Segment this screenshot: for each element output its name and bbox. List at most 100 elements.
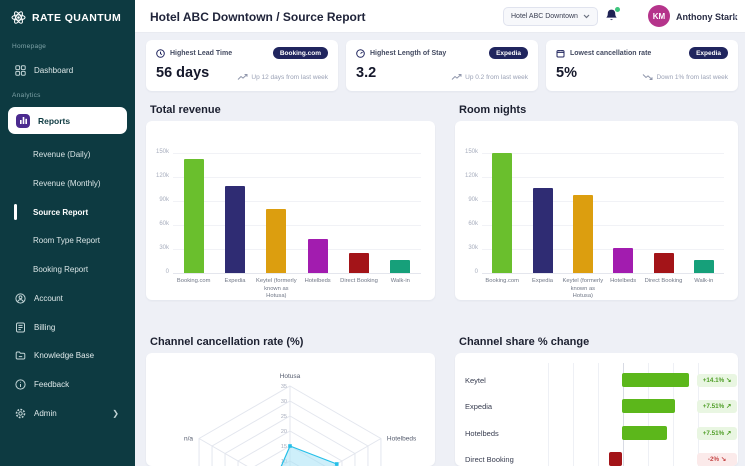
- change-badge: -2% ↘: [697, 452, 737, 466]
- sidebar-item-billing[interactable]: Billing: [0, 317, 135, 337]
- bar-direct-booking: [653, 253, 674, 273]
- kpi-channel-badge: Expedia: [489, 47, 528, 59]
- info-icon: [14, 378, 26, 390]
- sidebar-item-label: Dashboard: [34, 65, 74, 75]
- user-name[interactable]: Anthony Stark: [676, 12, 738, 22]
- x-axis-category-label: Booking.com: [485, 278, 519, 284]
- bar-chart-icon: [16, 113, 30, 128]
- sidebar-subitem-label: Source Report: [33, 207, 89, 217]
- radar-axis-label: Hotelbeds: [387, 436, 417, 443]
- sidebar-item-admin[interactable]: Admin ❯: [0, 403, 135, 423]
- sidebar-item-revenue-daily[interactable]: Revenue (Daily): [0, 145, 135, 163]
- chevron-right-icon: ❯: [112, 408, 119, 418]
- sidebar-item-account[interactable]: Account: [0, 288, 135, 308]
- radar-data-marker: [334, 462, 339, 466]
- user-menu-caret-icon[interactable]: ▾: [733, 13, 738, 22]
- gridline-vertical: [598, 363, 599, 466]
- sidebar-item-source-report[interactable]: Source Report: [0, 203, 135, 221]
- sidebar-subitem-label: Revenue (Daily): [33, 149, 91, 159]
- x-axis-category-label: Hotelbeds: [610, 278, 637, 284]
- clock-icon: [156, 48, 165, 58]
- x-axis-category-label: Direct Booking: [644, 278, 683, 284]
- gridline: [482, 177, 724, 178]
- user-avatar[interactable]: KM: [648, 5, 670, 27]
- x-axis-category-label: Expedia: [224, 278, 246, 284]
- hbar-category-label: Direct Booking: [465, 455, 514, 464]
- sidebar-item-knowledge-base[interactable]: Knowledge Base: [0, 345, 135, 365]
- kpi-value: 5%: [556, 65, 577, 81]
- kpi-trend: Up 12 days from last week: [237, 73, 328, 81]
- y-axis-tick-label: 90k: [159, 197, 169, 203]
- trend-up-icon: [238, 74, 248, 80]
- gridline: [482, 225, 724, 226]
- bar-booking-com: [492, 153, 513, 273]
- sidebar-item-label: Admin: [34, 408, 57, 418]
- hotel-selector-value: Hotel ABC Downtown: [511, 13, 578, 20]
- sidebar-item-dashboard[interactable]: Dashboard: [0, 60, 135, 80]
- section-label-analytics: Analytics: [12, 92, 41, 99]
- hbar-category-label: Keytel: [465, 376, 486, 385]
- y-axis-tick-label: 150k: [155, 149, 169, 155]
- x-axis-category-label: Keytel (formerly known as Hotusa): [256, 278, 297, 300]
- sidebar-item-reports[interactable]: Reports: [8, 107, 127, 134]
- kpi-channel-badge: Booking.com: [272, 47, 328, 59]
- chart-title-total-revenue: Total revenue: [150, 104, 221, 116]
- x-axis-category-label: Direct Booking: [340, 278, 378, 284]
- kpi-trend: Up 0.2 from last week: [451, 73, 528, 81]
- app-logo: RATE QUANTUM: [11, 10, 121, 25]
- sidebar-subitem-label: Room Type Report: [33, 235, 100, 245]
- bar-hotelbeds: [307, 238, 328, 273]
- sidebar-item-feedback[interactable]: Feedback: [0, 374, 135, 394]
- y-axis-tick-label: 0: [474, 269, 478, 275]
- x-axis-category-label: Expedia: [532, 278, 553, 284]
- gridline: [173, 153, 421, 154]
- kpi-channel-badge: Expedia: [689, 47, 728, 59]
- hbar-direct-booking: [608, 452, 622, 466]
- svg-text:20: 20: [281, 429, 287, 435]
- kpi-value: 3.2: [356, 65, 377, 81]
- x-axis-category-label: Walk-in: [694, 278, 714, 284]
- sidebar-item-room-type-report[interactable]: Room Type Report: [0, 231, 135, 249]
- kpi-label: Highest Lead Time: [170, 49, 233, 57]
- gridline: [173, 249, 421, 250]
- bar-direct-booking: [349, 253, 369, 273]
- y-axis-tick-label: 90k: [468, 197, 478, 203]
- radar-axis-label: n/a: [184, 436, 193, 443]
- grid-icon: [14, 64, 26, 76]
- chart-title-room-nights: Room nights: [459, 104, 527, 116]
- change-badge: +7.51% ↗: [697, 426, 737, 440]
- sidebar-item-label: Account: [34, 293, 63, 303]
- gridline-vertical: [673, 363, 674, 466]
- gridline: [482, 249, 724, 250]
- chevron-down-icon: [583, 14, 590, 19]
- gridline-vertical: [573, 363, 574, 466]
- cancellation-radar-chart: 35302520151050HotusaHotelbedsn/a: [146, 353, 435, 466]
- notification-bell-icon[interactable]: [605, 7, 620, 24]
- x-axis-category-label: Booking.com: [176, 278, 211, 284]
- hotel-selector-dropdown[interactable]: Hotel ABC Downtown: [503, 7, 598, 26]
- kpi-card-cancellation-rate: Lowest cancellation rate Expedia 5% Down…: [546, 40, 738, 91]
- kpi-card-length-of-stay: Highest Length of Stay Expedia 3.2 Up 0.…: [346, 40, 538, 91]
- bar-expedia: [532, 188, 553, 273]
- chart-title-cancellation-rate: Channel cancellation rate (%): [150, 336, 304, 348]
- change-badge: +7.51% ↗: [697, 399, 737, 413]
- hbar-keytel: [622, 373, 689, 387]
- kpi-label: Lowest cancellation rate: [570, 49, 652, 57]
- bar-booking-com: [183, 159, 204, 273]
- billing-icon: [14, 321, 26, 333]
- hbar-expedia: [622, 399, 676, 413]
- y-axis-tick-label: 30k: [159, 245, 169, 251]
- bar-walk-in: [390, 260, 411, 273]
- bar-expedia: [225, 185, 245, 273]
- x-axis-category-label: Keytel (formerly known as Hotusa): [562, 278, 604, 300]
- kpi-label: Highest Length of Stay: [370, 49, 447, 57]
- sidebar-item-booking-report[interactable]: Booking Report: [0, 260, 135, 278]
- y-axis-tick-label: 120k: [464, 173, 478, 179]
- folder-icon: [14, 349, 26, 361]
- notification-dot: [615, 7, 620, 12]
- y-axis-tick-label: 150k: [464, 149, 478, 155]
- sidebar-item-revenue-monthly[interactable]: Revenue (Monthly): [0, 174, 135, 192]
- gridline-vertical: [648, 363, 649, 466]
- room-nights-chart: 150k 120k 90k 60k 30k 0 Booking.com Expedia Keyt…: [455, 121, 738, 300]
- page-title: Hotel ABC Downtown / Source Report: [150, 10, 366, 24]
